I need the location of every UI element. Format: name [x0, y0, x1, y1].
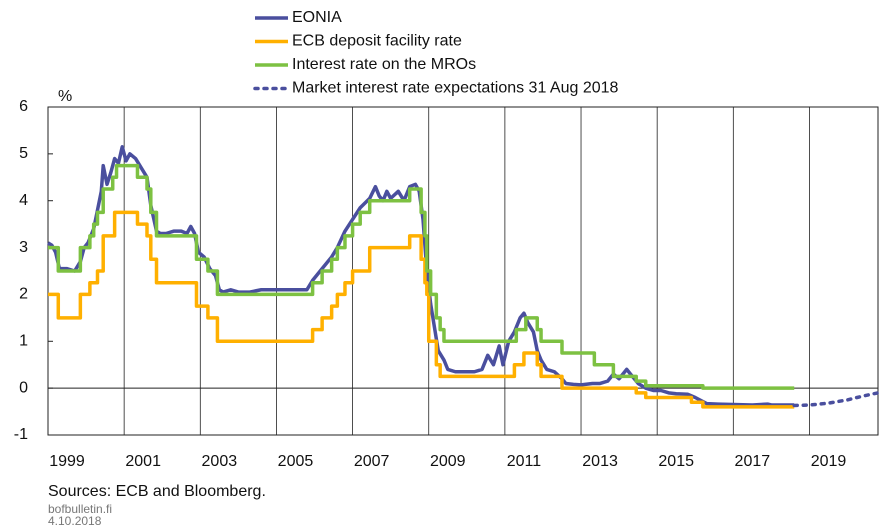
- series-line: [48, 210, 795, 409]
- y-tick-label: 4: [19, 192, 28, 209]
- y-tick-label: -1: [14, 426, 28, 443]
- plot-frame: [47, 106, 879, 436]
- x-tick-label: 2001: [125, 453, 161, 470]
- x-tick-label: 1999: [49, 453, 85, 470]
- y-tick-label: 0: [19, 379, 28, 396]
- legend-label: Market interest rate expectations 31 Aug…: [292, 80, 619, 97]
- series-line: [48, 163, 795, 390]
- y-tick-label: 2: [19, 286, 28, 303]
- legend-label: Interest rate on the MROs: [292, 56, 476, 73]
- site: bofbulletin.fi: [48, 502, 112, 516]
- x-tick-label: 2005: [278, 453, 314, 470]
- x-tick-label: 2017: [735, 453, 771, 470]
- x-tick-label: 2019: [811, 453, 847, 470]
- x-tick-label: 2013: [582, 453, 618, 470]
- sources: Sources: ECB and Bloomberg.: [48, 483, 266, 500]
- x-tick-label: 2003: [202, 453, 238, 470]
- series-line: [792, 391, 879, 408]
- series-line: [47, 145, 795, 407]
- x-tick-label: 2011: [507, 453, 542, 470]
- legend-label: EONIA: [292, 9, 342, 26]
- y-tick-label: 5: [19, 145, 28, 162]
- x-tick-label: 2015: [658, 453, 694, 470]
- x-tick-label: 2009: [430, 453, 466, 470]
- date: 4.10.2018: [48, 514, 102, 528]
- y-tick-label: 3: [19, 239, 28, 256]
- legend-label: ECB deposit facility rate: [292, 33, 462, 50]
- y-tick-label: 1: [19, 333, 28, 350]
- y-tick-label: 6: [19, 98, 28, 115]
- x-tick-label: 2007: [354, 453, 390, 470]
- y-axis-label: %: [58, 88, 72, 105]
